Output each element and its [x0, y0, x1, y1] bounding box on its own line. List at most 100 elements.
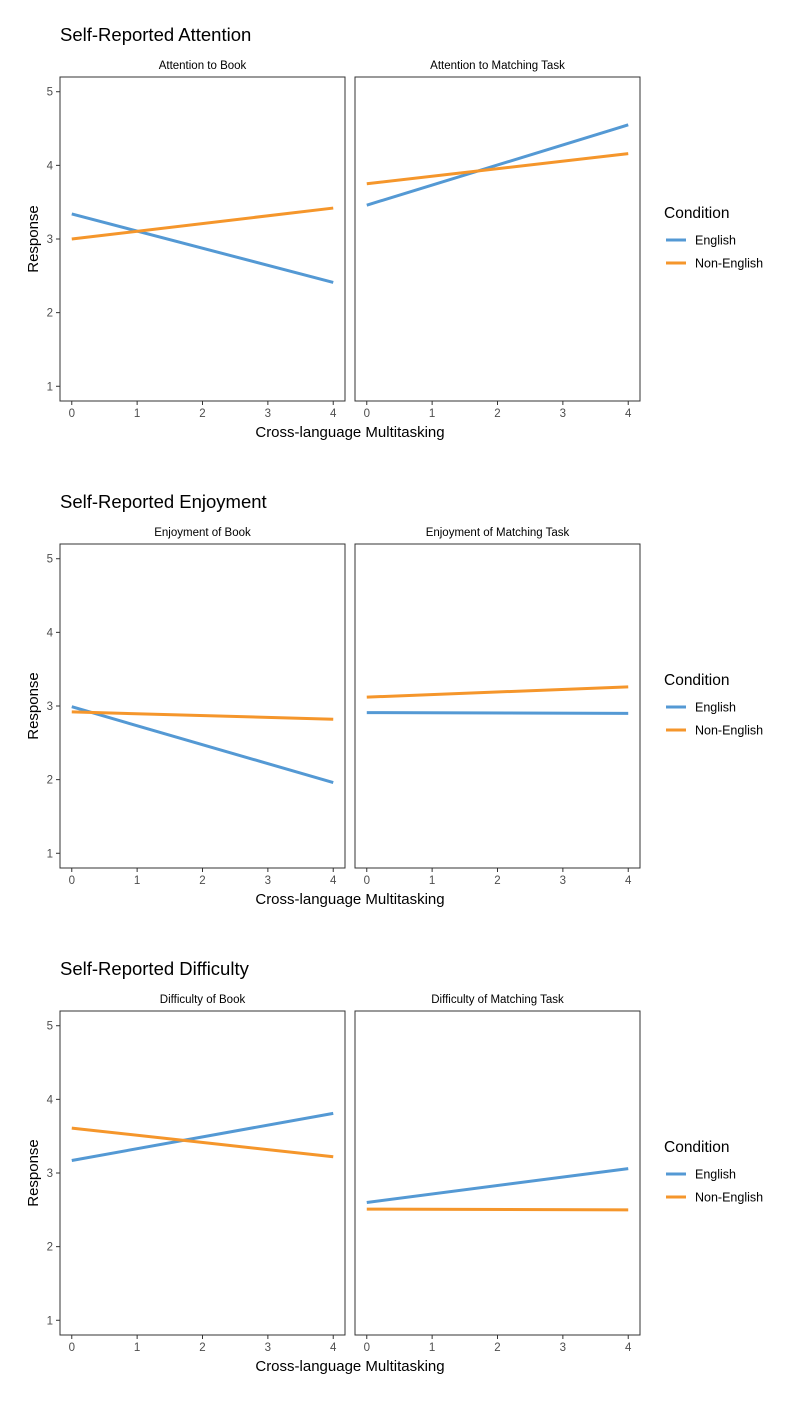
y-tick-label: 5 [47, 1021, 53, 1033]
series-line-non-english [71, 710, 334, 721]
y-tick-label: 1 [47, 848, 53, 860]
series-line-english [366, 123, 629, 207]
legend-title: Condition [664, 205, 730, 222]
panel-2: Enjoyment of Matching Task 0 1 2 3 4 [354, 527, 641, 887]
panel-1: Attention to Book 0 1 2 3 4 [59, 60, 346, 420]
y-tick-label: 1 [47, 1315, 53, 1327]
y-tick-label: 2 [47, 1242, 53, 1254]
x-tick-label: 4 [625, 875, 632, 887]
panel-frame [354, 543, 641, 869]
y-tick-label: 5 [47, 554, 53, 566]
legend-title: Condition [664, 672, 730, 689]
series-line-english [366, 711, 629, 715]
x-tick-label: 2 [199, 408, 205, 420]
x-tick-label: 4 [625, 1342, 632, 1354]
panel-title: Difficulty of Matching Task [431, 994, 564, 1006]
x-tick-label: 2 [199, 875, 205, 887]
series-line-english [71, 212, 334, 284]
legend: Condition English Non-English [664, 1139, 763, 1205]
x-tick-label: 0 [364, 875, 370, 887]
y-tick-label: 2 [47, 308, 53, 320]
legend: Condition English Non-English [664, 205, 763, 271]
y-tick-label: 4 [47, 160, 54, 172]
y-tick-label: 3 [47, 1168, 53, 1180]
x-tick-label: 1 [429, 408, 435, 420]
x-tick-label: 2 [494, 408, 500, 420]
series-line-non-english [366, 685, 629, 699]
chart-title: Self-Reported Difficulty [60, 958, 250, 979]
x-axis-label: Cross-language Multitasking [255, 891, 444, 908]
chart-block-1: Self-Reported Attention Response 1 2 3 4 5 Atte… [25, 24, 763, 441]
x-tick-label: 0 [69, 875, 75, 887]
x-tick-label: 0 [364, 1342, 370, 1354]
x-tick-label: 3 [265, 1342, 271, 1354]
series-line-non-english [71, 1126, 334, 1159]
panel-title: Difficulty of Book [160, 994, 246, 1006]
x-tick-label: 1 [134, 875, 140, 887]
x-tick-label: 0 [69, 408, 75, 420]
x-tick-label: 4 [625, 408, 632, 420]
series-line-english [71, 705, 334, 785]
y-tick-label: 4 [47, 1094, 54, 1106]
x-tick-label: 2 [494, 1342, 500, 1354]
panel-frame [354, 76, 641, 402]
x-tick-label: 0 [364, 408, 370, 420]
x-tick-label: 1 [429, 1342, 435, 1354]
legend-label-non-english: Non-English [695, 257, 763, 271]
y-axis-label: Response [25, 205, 42, 273]
chart-title: Self-Reported Enjoyment [60, 491, 267, 512]
x-tick-label: 3 [560, 875, 566, 887]
y-tick-label: 5 [47, 87, 53, 99]
y-tick-label: 1 [47, 381, 53, 393]
panel-frame [59, 543, 346, 869]
x-tick-label: 3 [560, 1342, 566, 1354]
x-tick-label: 4 [330, 1342, 337, 1354]
legend-label-english: English [695, 234, 736, 248]
series-line-non-english [366, 152, 629, 186]
x-tick-label: 2 [494, 875, 500, 887]
panel-title: Attention to Book [159, 60, 247, 72]
x-axis-label: Cross-language Multitasking [255, 424, 444, 441]
x-tick-label: 1 [134, 408, 140, 420]
x-tick-label: 2 [199, 1342, 205, 1354]
panel-2: Difficulty of Matching Task 0 1 2 3 4 [354, 994, 641, 1354]
legend-label-non-english: Non-English [695, 724, 763, 738]
series-line-non-english [366, 1207, 629, 1212]
x-tick-label: 0 [69, 1342, 75, 1354]
series-line-english [71, 1111, 334, 1162]
legend-label-english: English [695, 701, 736, 715]
panel-1: Difficulty of Book 0 1 2 3 4 [59, 994, 346, 1354]
panel-1: Enjoyment of Book 0 1 2 3 4 [59, 527, 346, 887]
y-axis-label: Response [25, 672, 42, 740]
y-axis-label: Response [25, 1139, 42, 1207]
x-tick-label: 3 [265, 875, 271, 887]
x-tick-label: 3 [560, 408, 566, 420]
x-tick-label: 4 [330, 875, 337, 887]
panel-frame [59, 1010, 346, 1336]
x-axis-label: Cross-language Multitasking [255, 1358, 444, 1375]
chart-block-2: Self-Reported Enjoyment Response 1 2 3 4 5 Enjo… [25, 491, 763, 908]
y-tick-label: 4 [47, 627, 54, 639]
panel-2: Attention to Matching Task 0 1 2 3 4 [354, 60, 641, 420]
chart-title: Self-Reported Attention [60, 24, 251, 45]
panel-title: Attention to Matching Task [430, 60, 565, 72]
series-line-english [366, 1167, 629, 1204]
legend-label-non-english: Non-English [695, 1191, 763, 1205]
panel-title: Enjoyment of Book [154, 527, 251, 539]
x-tick-label: 3 [265, 408, 271, 420]
legend-label-english: English [695, 1168, 736, 1182]
y-tick-label: 3 [47, 234, 53, 246]
y-tick-label: 2 [47, 775, 53, 787]
x-tick-label: 1 [134, 1342, 140, 1354]
series-line-non-english [71, 206, 334, 241]
panel-title: Enjoyment of Matching Task [426, 527, 570, 539]
x-tick-label: 1 [429, 875, 435, 887]
legend: Condition English Non-English [664, 672, 763, 738]
y-tick-label: 3 [47, 701, 53, 713]
x-tick-label: 4 [330, 408, 337, 420]
legend-title: Condition [664, 1139, 730, 1156]
panel-frame [59, 76, 346, 402]
chart-block-3: Self-Reported Difficulty Response 1 2 3 4 5 Dif… [25, 958, 763, 1375]
